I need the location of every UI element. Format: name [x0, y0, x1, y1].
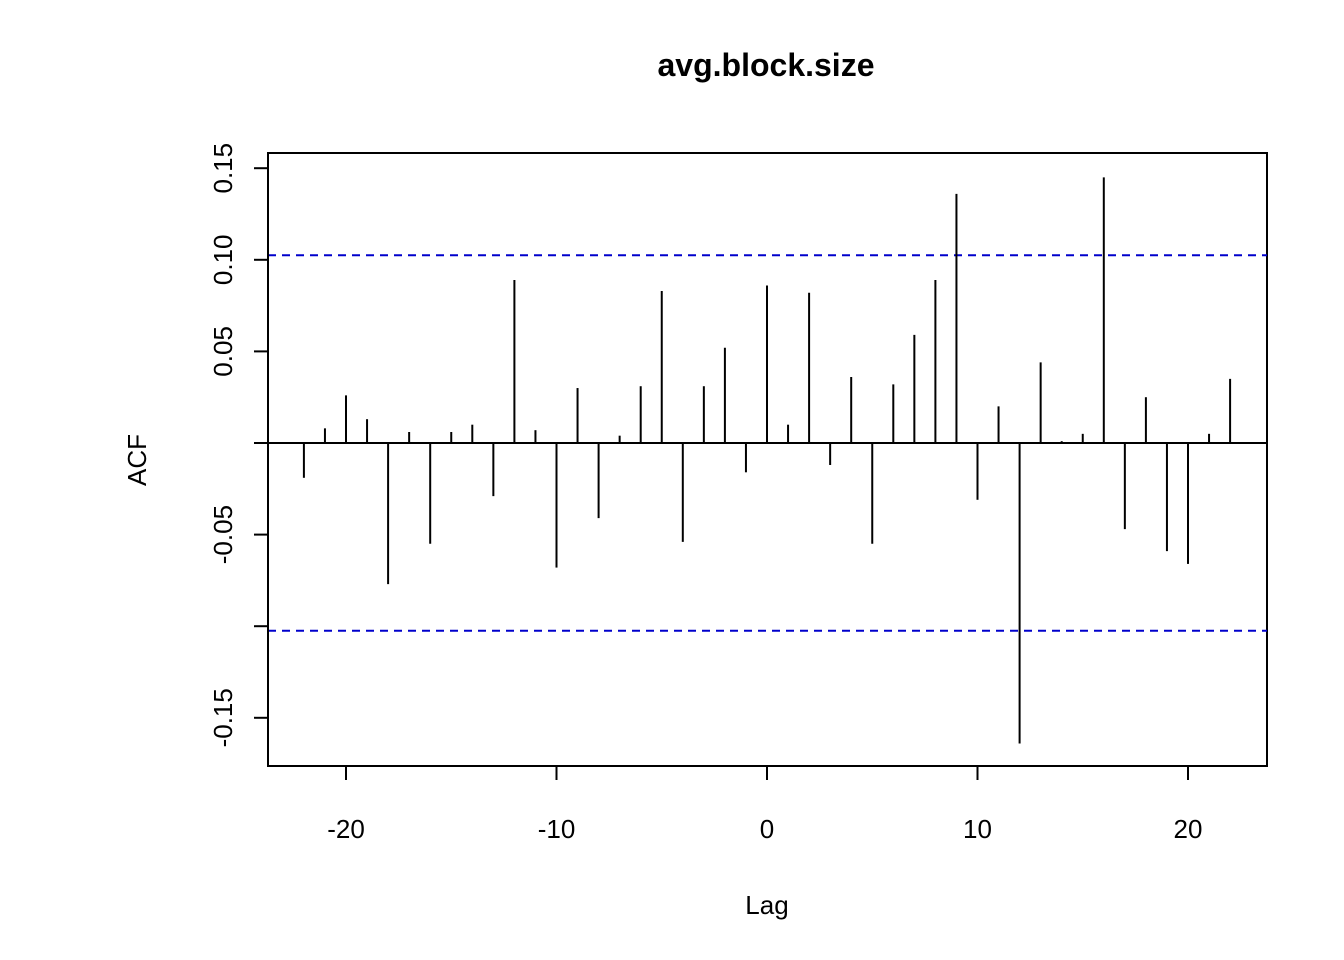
- x-tick-label: -10: [538, 814, 576, 844]
- plot-frame: [267, 152, 1268, 767]
- y-tick-label: -0.15: [208, 688, 238, 747]
- y-axis: -0.15 -0.05 0.05 0.10 0.15: [208, 143, 269, 747]
- chart-title: avg.block.size: [658, 47, 875, 83]
- x-tick-label: -20: [327, 814, 365, 844]
- y-tick-label: 0.10: [208, 234, 238, 285]
- y-tick-label: 0.15: [208, 143, 238, 194]
- x-axis: -20 -10 0 10 20: [327, 765, 1203, 844]
- x-tick-label: 20: [1174, 814, 1203, 844]
- x-tick-label: 10: [963, 814, 992, 844]
- y-tick-label: 0.05: [208, 326, 238, 377]
- y-axis-label: ACF: [122, 434, 152, 486]
- y-tick-label: -0.05: [208, 505, 238, 564]
- acf-bars: [302, 177, 1232, 744]
- x-axis-label: Lag: [745, 890, 788, 920]
- x-tick-label: 0: [760, 814, 774, 844]
